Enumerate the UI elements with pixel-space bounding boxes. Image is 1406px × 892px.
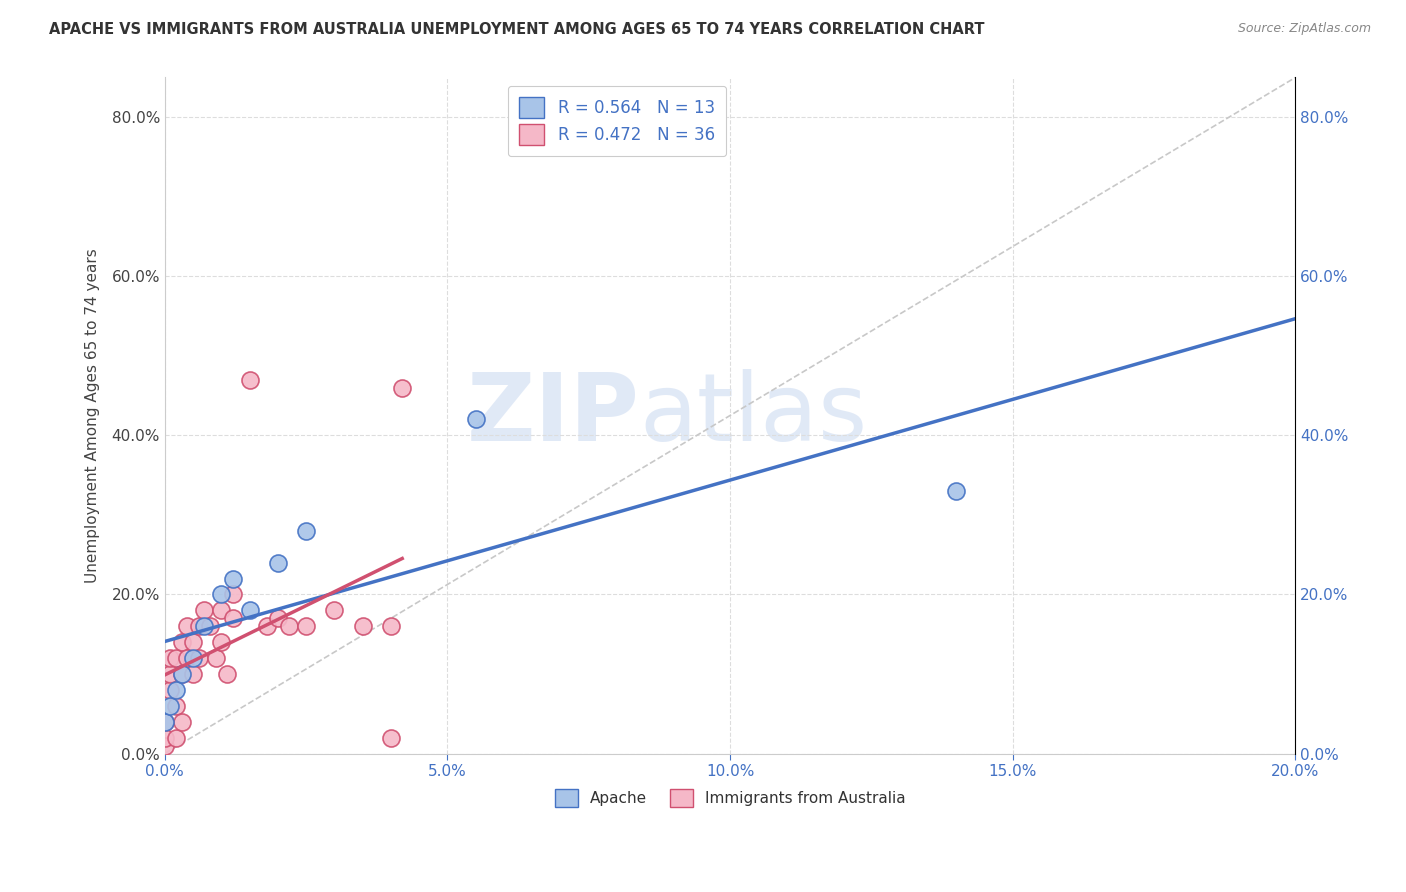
Point (239, 373, 262, 387)
Point (181, 651, 204, 665)
Point (278, 619, 301, 633)
Point (170, 714, 193, 729)
Legend: Apache, Immigrants from Australia: Apache, Immigrants from Australia (548, 782, 911, 814)
Point (193, 619, 215, 633)
Point (153, 714, 176, 729)
Y-axis label: Unemployment Among Ages 65 to 74 years: Unemployment Among Ages 65 to 74 years (86, 248, 100, 582)
Point (352, 619, 374, 633)
Point (165, 682, 187, 697)
Text: ZIP: ZIP (467, 369, 640, 461)
Point (391, 381, 413, 395)
Point (209, 603, 232, 617)
Point (295, 524, 318, 538)
Point (380, 731, 402, 745)
Point (221, 587, 243, 601)
Point (165, 651, 187, 665)
Point (193, 603, 215, 617)
Text: Source: ZipAtlas.com: Source: ZipAtlas.com (1237, 22, 1371, 36)
Point (153, 731, 176, 745)
Point (221, 611, 243, 625)
Point (170, 667, 193, 681)
Point (165, 698, 187, 713)
Point (256, 619, 278, 633)
Point (209, 587, 232, 601)
Point (181, 667, 204, 681)
Point (239, 603, 262, 617)
Point (267, 556, 290, 570)
Point (945, 483, 967, 498)
Point (181, 635, 204, 649)
Point (209, 635, 232, 649)
Point (187, 651, 209, 665)
Point (159, 682, 181, 697)
Point (187, 619, 209, 633)
Point (170, 635, 193, 649)
Point (159, 651, 181, 665)
Point (176, 651, 198, 665)
Point (295, 619, 318, 633)
Point (170, 667, 193, 681)
Text: APACHE VS IMMIGRANTS FROM AUSTRALIA UNEMPLOYMENT AMONG AGES 65 TO 74 YEARS CORRE: APACHE VS IMMIGRANTS FROM AUSTRALIA UNEM… (49, 22, 984, 37)
Point (153, 739, 176, 753)
Point (165, 731, 187, 745)
Point (267, 611, 290, 625)
Point (221, 572, 243, 586)
Point (153, 714, 176, 729)
Point (159, 698, 181, 713)
Point (159, 667, 181, 681)
Point (215, 667, 238, 681)
Text: atlas: atlas (640, 369, 868, 461)
Point (380, 619, 402, 633)
Point (464, 412, 486, 426)
Point (176, 619, 198, 633)
Point (204, 651, 226, 665)
Point (323, 603, 346, 617)
Point (198, 619, 221, 633)
